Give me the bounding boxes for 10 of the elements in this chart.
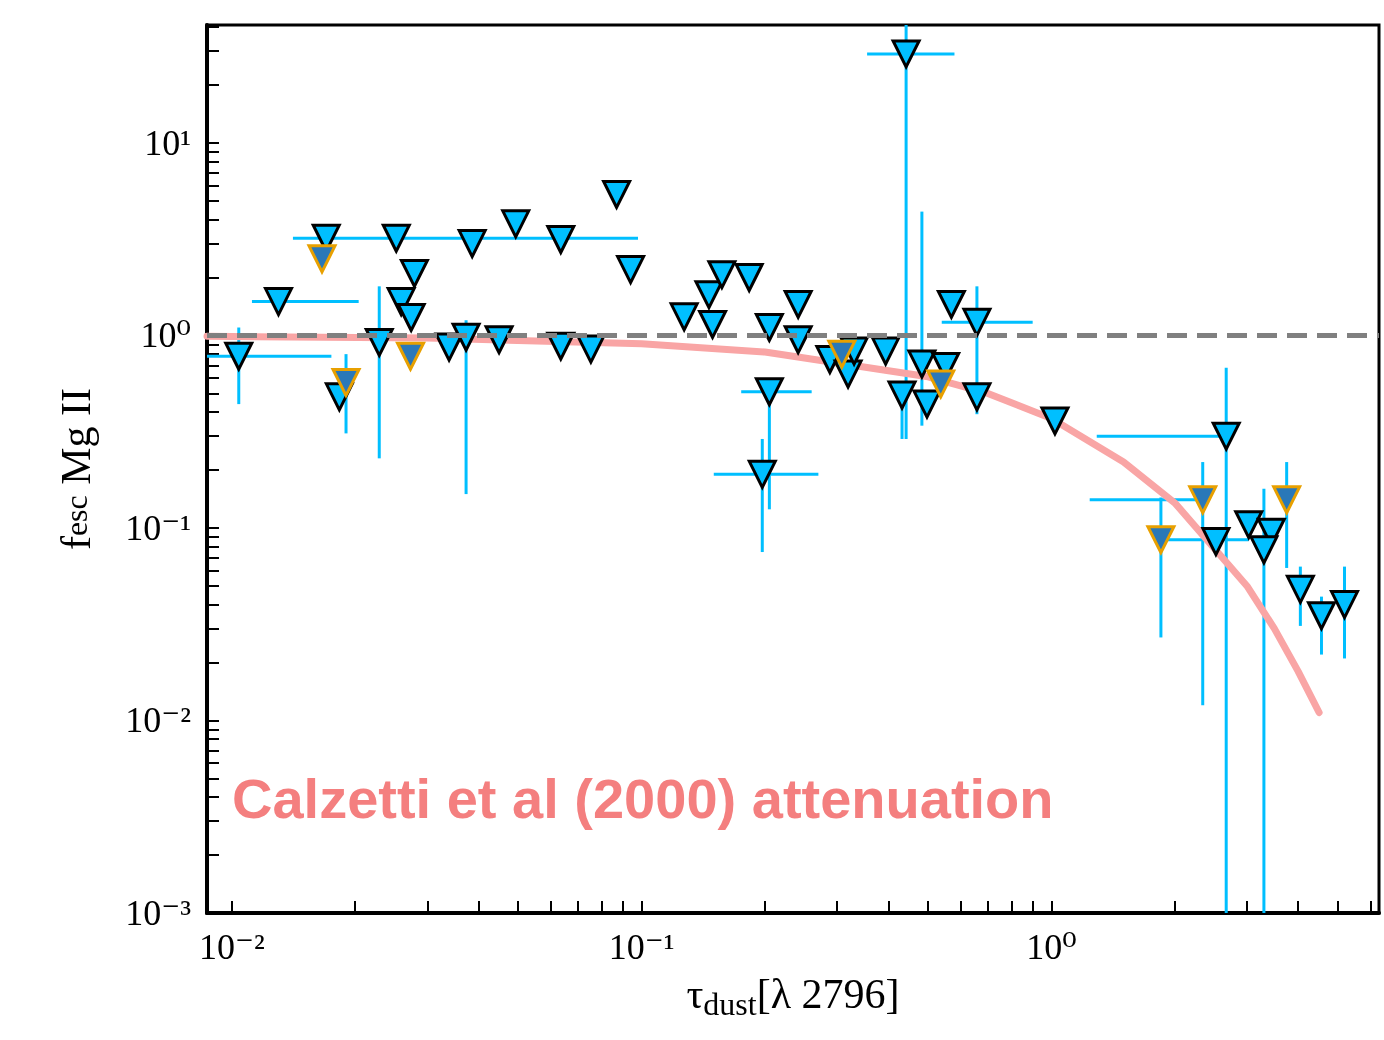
y-tick-label: 10⁻² <box>125 700 191 741</box>
x-tick-label: 10⁰ <box>1026 927 1077 967</box>
y-tick-label: 10⁻³ <box>125 893 192 933</box>
x-tick-label: 10⁻² <box>198 927 265 967</box>
y-tick-label: 10⁰ <box>140 315 191 356</box>
y-tick-label: 10¹ <box>144 122 191 163</box>
annotation: Calzetti et al (2000) attenuation <box>232 766 1054 830</box>
y-tick-label: 10⁻¹ <box>125 507 191 548</box>
y-axis-title: fesc Mg II <box>53 387 99 551</box>
x-tick-label: 10⁻¹ <box>608 927 675 967</box>
